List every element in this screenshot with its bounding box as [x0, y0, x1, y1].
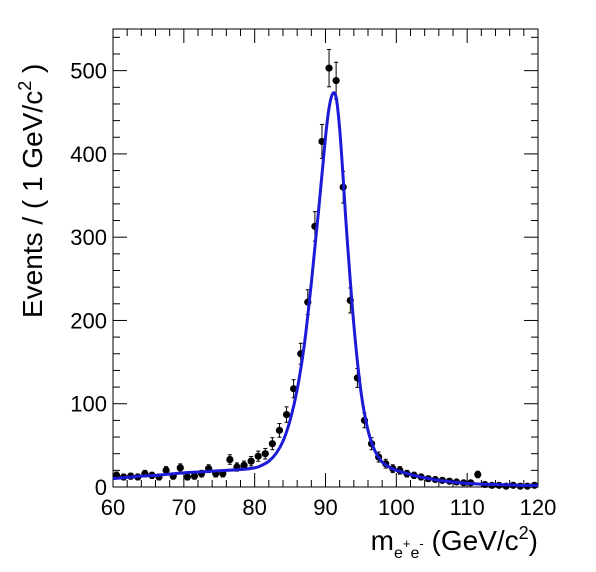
- data-point: [474, 470, 482, 479]
- data-point: [268, 440, 276, 448]
- x-tick-label: 60: [101, 495, 125, 520]
- y-axis-title-sup: 2: [15, 81, 35, 91]
- data-point: [162, 466, 170, 474]
- plot-frame: [112, 28, 539, 488]
- fit-curve: [112, 91, 539, 487]
- y-tick-labels: 0 100 200 300 400 500: [70, 59, 107, 500]
- x-axis-title-close: ): [529, 525, 538, 556]
- x-tick-labels: 60 70 80 90 100 110 120: [101, 495, 557, 520]
- y-axis-title-text: Events / ( 1 GeV/c: [17, 91, 48, 318]
- data-point: [176, 464, 184, 472]
- x-axis-title-sub-e2: e: [410, 545, 419, 562]
- data-point: [290, 385, 298, 393]
- y-tick-label: 100: [70, 392, 107, 417]
- x-tick-label: 80: [242, 495, 266, 520]
- y-tick-label: 0: [95, 475, 107, 500]
- y-axis-title-close: ): [17, 64, 48, 81]
- x-tick-label: 100: [378, 495, 415, 520]
- x-axis-title-sub-e1: e: [394, 545, 403, 562]
- y-tick-label: 500: [70, 59, 107, 84]
- data-point: [275, 426, 284, 434]
- x-axis-title-m: m: [371, 525, 394, 556]
- data-point: [190, 472, 199, 480]
- data-point: [254, 452, 262, 460]
- data-point: [282, 410, 291, 419]
- axis-ticks: [112, 29, 539, 488]
- x-axis-title-sup-2: 2: [519, 523, 529, 543]
- x-tick-label: 120: [520, 495, 557, 520]
- y-tick-label: 400: [70, 142, 107, 167]
- data-point: [226, 455, 234, 464]
- data-point: [261, 450, 269, 458]
- data-point: [240, 461, 248, 469]
- x-axis-title-sup-minus: -: [419, 536, 423, 551]
- x-tick-label: 110: [450, 495, 485, 520]
- x-tick-label: 70: [172, 495, 196, 520]
- y-tick-label: 300: [70, 225, 107, 250]
- y-axis-title: Events / ( 1 GeV/c2 ): [15, 64, 48, 318]
- data-point: [247, 457, 255, 465]
- x-axis-title: me+e- (GeV/c2): [371, 523, 538, 562]
- x-axis-title-unit: (GeV/c: [424, 525, 519, 556]
- error-bars: [114, 48, 537, 488]
- data-point: [325, 64, 333, 72]
- data-point: [183, 473, 191, 481]
- x-tick-label: 90: [313, 495, 337, 520]
- y-tick-label: 200: [70, 308, 107, 333]
- data-point: [332, 77, 340, 85]
- x-axis-title-sup-plus: +: [403, 536, 411, 551]
